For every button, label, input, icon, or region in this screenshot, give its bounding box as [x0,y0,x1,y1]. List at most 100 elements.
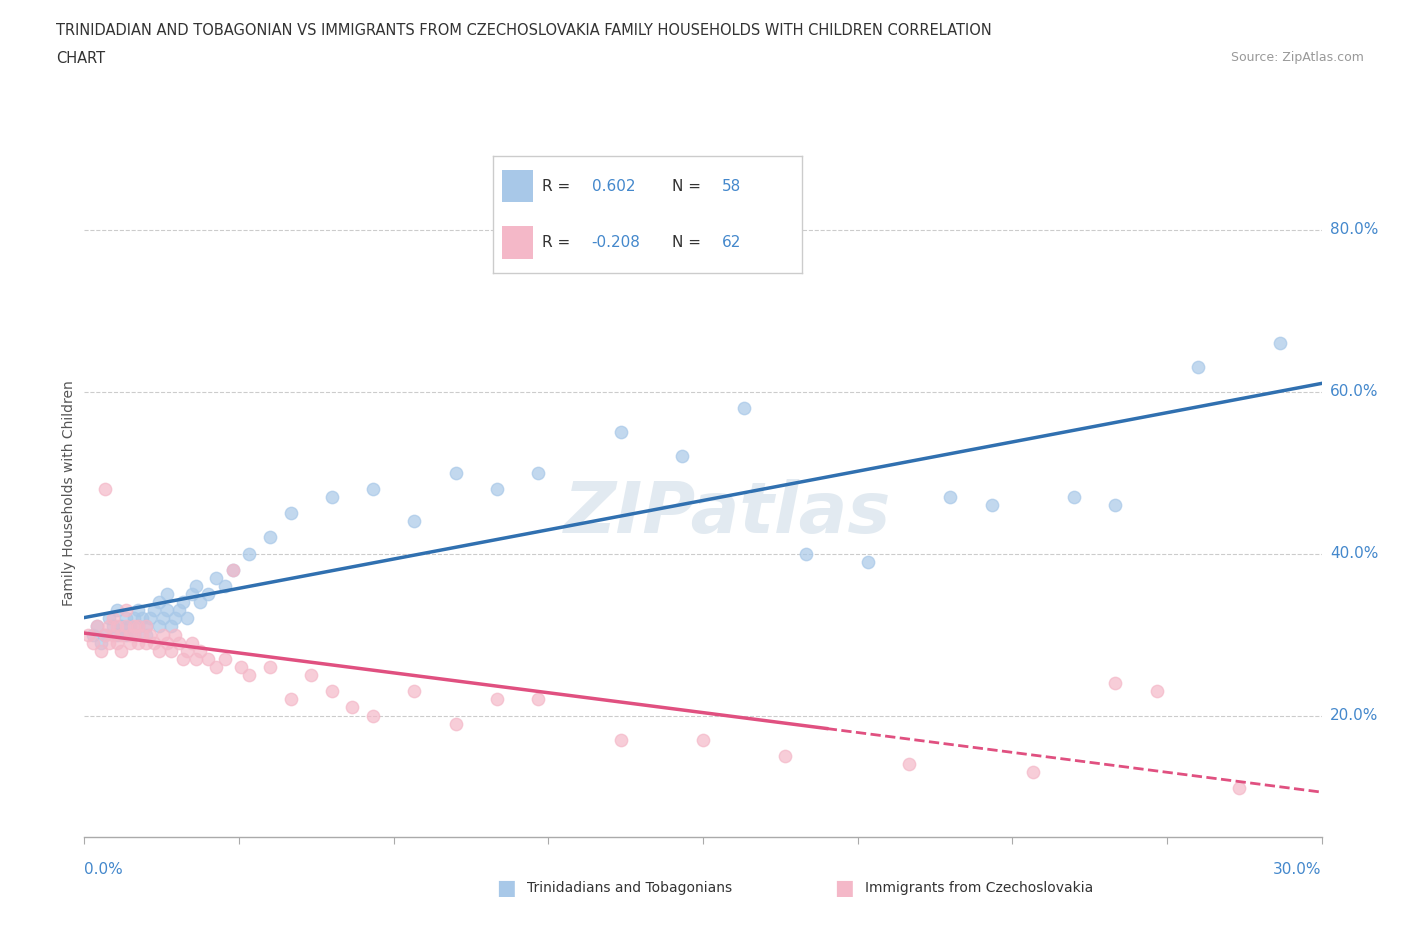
Point [139,627,162,642]
Point [280,506,302,521]
Text: 80.0%: 80.0% [1330,222,1378,237]
Point [404,684,426,698]
Point [214,651,236,666]
Point [114,603,136,618]
Point [90,644,112,658]
Point [238,668,260,683]
Y-axis label: Family Households with Children: Family Households with Children [62,380,76,605]
Point [167,603,190,618]
Point [110,627,132,642]
Point [361,708,384,723]
Point [86,619,108,634]
Point [122,627,145,642]
Point [94,627,117,642]
Point [180,587,202,602]
Point [156,587,179,602]
Text: ZIPatlas: ZIPatlas [564,479,891,548]
Point [165,627,187,642]
Point [259,659,281,674]
Text: TRINIDADIAN AND TOBAGONIAN VS IMMIGRANTS FROM CZECHOSLOVAKIA FAMILY HOUSEHOLDS W: TRINIDADIAN AND TOBAGONIAN VS IMMIGRANTS… [56,23,993,38]
Point [1227,781,1250,796]
Point [94,482,117,497]
Point [167,635,190,650]
Point [188,644,211,658]
Point [205,570,228,585]
Point [135,627,157,642]
Point [114,619,136,634]
Point [775,749,797,764]
Point [527,465,550,480]
Point [127,603,149,618]
Point [118,619,141,634]
Text: 20.0%: 20.0% [1330,708,1378,723]
Point [172,651,194,666]
Point [794,546,817,561]
Point [180,635,202,650]
Point [103,619,125,634]
Point [980,498,1002,512]
Point [197,587,219,602]
Point [1187,360,1209,375]
Point [156,635,179,650]
Point [165,611,187,626]
Point [143,635,166,650]
Point [733,401,755,416]
Point [127,619,149,634]
Point [321,489,343,504]
Point [143,603,166,618]
Point [118,635,141,650]
Point [361,482,384,497]
Point [156,603,179,618]
Point [485,482,508,497]
Point [77,627,100,642]
Point [135,635,157,650]
Text: 30.0%: 30.0% [1274,862,1322,877]
Point [188,595,211,610]
Point [148,644,170,658]
Point [205,659,228,674]
Point [122,611,145,626]
Point [148,595,170,610]
Point [527,692,550,707]
Point [404,513,426,528]
Point [135,619,157,634]
Point [118,627,141,642]
Point [321,684,343,698]
Text: CHART: CHART [56,51,105,66]
Text: 40.0%: 40.0% [1330,546,1378,561]
Point [90,635,112,650]
Point [1063,489,1085,504]
Point [197,651,219,666]
Point [127,619,149,634]
Point [280,692,302,707]
Point [176,611,198,626]
Point [131,627,153,642]
Text: Source: ZipAtlas.com: Source: ZipAtlas.com [1230,51,1364,64]
Point [184,578,207,593]
Point [98,635,121,650]
Point [148,619,170,634]
Point [82,627,104,642]
Point [609,425,631,440]
Point [1146,684,1168,698]
Point [1022,764,1045,779]
Point [222,563,245,578]
Text: Immigrants from Czechoslovakia: Immigrants from Czechoslovakia [865,881,1092,896]
Text: 60.0%: 60.0% [1330,384,1378,399]
Point [214,578,236,593]
Point [105,627,128,642]
Point [160,644,183,658]
Point [122,619,145,634]
Text: ■: ■ [496,878,516,898]
Point [114,627,136,642]
Point [82,635,104,650]
Text: ■: ■ [834,878,853,898]
Point [444,716,467,731]
Point [105,635,128,650]
Point [856,554,879,569]
Point [671,449,693,464]
Point [444,465,467,480]
Point [176,644,198,658]
Text: 0.0%: 0.0% [84,862,124,877]
Point [114,611,136,626]
